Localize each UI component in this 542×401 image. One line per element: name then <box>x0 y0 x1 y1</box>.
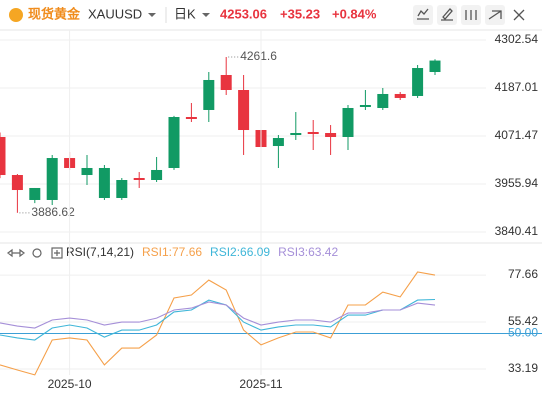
candle-body <box>203 79 215 110</box>
candle-body <box>272 137 284 147</box>
dropdown-arrow <box>202 13 210 17</box>
candle-body <box>11 175 23 191</box>
dropdown-arrow <box>148 13 156 17</box>
tool-icon <box>465 10 477 20</box>
candle-body <box>151 169 163 180</box>
y-tick-label: 4187.01 <box>495 80 539 94</box>
tool-button[interactable] <box>413 5 433 25</box>
price: 4253.06 <box>220 6 267 21</box>
x-tick-label: 2025-10 <box>48 377 92 391</box>
candle-body <box>359 105 371 107</box>
y-tick-label: 3955.94 <box>495 176 539 190</box>
candle-body <box>220 75 232 90</box>
rsi-line <box>0 301 436 329</box>
y-tick-label: 33.19 <box>508 361 538 375</box>
candle-body <box>342 107 354 137</box>
x-tick-label: 2025-11 <box>239 377 282 391</box>
logo-icon <box>9 8 23 22</box>
candle-body <box>98 167 110 198</box>
tool-icon <box>441 8 453 21</box>
candle-body <box>168 117 180 168</box>
add-icon-cross <box>54 250 60 256</box>
legend-entry: RSI2:66.09 <box>210 245 270 259</box>
legend-entry: RSI1:77.66 <box>142 245 202 259</box>
candle-body <box>325 133 337 137</box>
candle-body <box>116 180 128 198</box>
close-icon[interactable] <box>513 9 525 21</box>
rsi-line <box>0 298 436 341</box>
rsi-tools <box>7 247 63 259</box>
y-tick-label: 55.42 <box>508 314 538 328</box>
resize-icon[interactable] <box>7 248 25 258</box>
candle-body <box>46 158 58 200</box>
period[interactable]: 日K <box>174 6 196 21</box>
symbol[interactable]: XAUUSD <box>88 6 142 21</box>
add-icon[interactable] <box>51 247 63 259</box>
candle-body <box>377 93 389 108</box>
tool-button[interactable] <box>437 5 457 25</box>
annotation: 4261.6 <box>240 49 277 63</box>
y-tick-label: 50.00 <box>508 326 538 340</box>
candle-body <box>0 136 6 176</box>
candle-body <box>394 93 406 98</box>
y-tick-label: 3840.41 <box>495 224 539 238</box>
rsi-line <box>0 271 436 376</box>
candle-body <box>81 167 93 176</box>
y-tick-label: 4071.47 <box>495 128 539 142</box>
candle-body <box>238 90 250 131</box>
tool-icon <box>417 8 429 20</box>
rsi-title: RSI(7,14,21) <box>66 245 134 259</box>
settings-icon[interactable] <box>32 248 42 258</box>
annotation: 3886.62 <box>31 205 75 219</box>
candle-body <box>290 133 302 135</box>
y-tick-label: 77.66 <box>508 267 538 281</box>
y-tick-label: 4302.54 <box>495 32 539 46</box>
candle-body <box>29 187 41 200</box>
logo-text: 现货黄金 <box>28 6 81 21</box>
change: +35.23 <box>280 6 320 21</box>
change-pct: +0.84% <box>332 6 377 21</box>
candle-body <box>133 178 145 180</box>
legend-entry: RSI3:63.42 <box>278 245 338 259</box>
candle-body <box>307 132 319 135</box>
candle-body <box>412 68 424 96</box>
tool-icon <box>488 10 502 20</box>
candle-body <box>429 60 441 73</box>
toolbar <box>413 5 525 25</box>
candle-body <box>185 117 197 120</box>
